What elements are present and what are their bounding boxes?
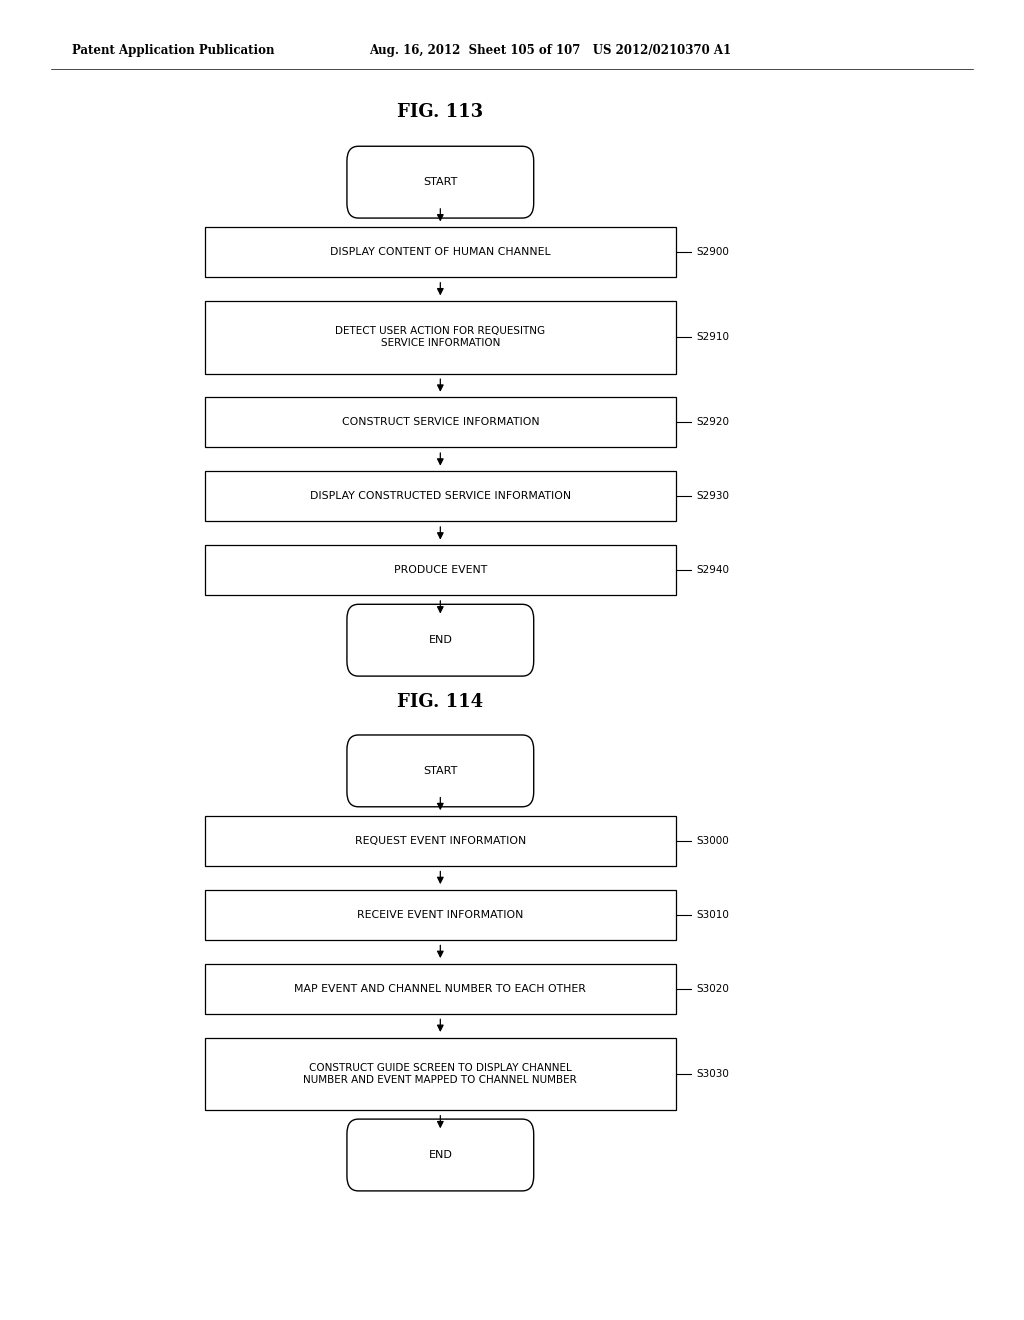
Text: FIG. 113: FIG. 113 <box>397 103 483 121</box>
Text: S2920: S2920 <box>696 417 729 428</box>
Text: DISPLAY CONSTRUCTED SERVICE INFORMATION: DISPLAY CONSTRUCTED SERVICE INFORMATION <box>309 491 571 502</box>
FancyBboxPatch shape <box>347 605 534 676</box>
Bar <box>205 227 676 277</box>
Text: S3030: S3030 <box>696 1069 729 1078</box>
Text: DISPLAY CONTENT OF HUMAN CHANNEL: DISPLAY CONTENT OF HUMAN CHANNEL <box>330 247 551 257</box>
Bar <box>205 301 676 374</box>
Text: RECEIVE EVENT INFORMATION: RECEIVE EVENT INFORMATION <box>357 909 523 920</box>
Bar <box>205 471 676 521</box>
Bar <box>205 545 676 595</box>
Text: PRODUCE EVENT: PRODUCE EVENT <box>393 565 487 576</box>
Text: END: END <box>428 1150 453 1160</box>
Text: S2910: S2910 <box>696 333 729 342</box>
Text: REQUEST EVENT INFORMATION: REQUEST EVENT INFORMATION <box>354 836 526 846</box>
Bar <box>205 964 676 1014</box>
Text: MAP EVENT AND CHANNEL NUMBER TO EACH OTHER: MAP EVENT AND CHANNEL NUMBER TO EACH OTH… <box>294 983 587 994</box>
Text: S2900: S2900 <box>696 247 729 257</box>
Bar <box>205 816 676 866</box>
Text: S2940: S2940 <box>696 565 729 576</box>
Text: FIG. 114: FIG. 114 <box>397 693 483 711</box>
Text: START: START <box>423 766 458 776</box>
Text: START: START <box>423 177 458 187</box>
FancyBboxPatch shape <box>347 147 534 218</box>
Text: S2930: S2930 <box>696 491 729 502</box>
Text: S3020: S3020 <box>696 983 729 994</box>
Text: CONSTRUCT SERVICE INFORMATION: CONSTRUCT SERVICE INFORMATION <box>342 417 539 428</box>
Text: S3000: S3000 <box>696 836 729 846</box>
Bar <box>205 397 676 447</box>
Text: END: END <box>428 635 453 645</box>
FancyBboxPatch shape <box>347 735 534 807</box>
Text: DETECT USER ACTION FOR REQUESITNG
SERVICE INFORMATION: DETECT USER ACTION FOR REQUESITNG SERVIC… <box>335 326 546 348</box>
Text: Patent Application Publication: Patent Application Publication <box>72 44 274 57</box>
FancyBboxPatch shape <box>347 1119 534 1191</box>
Text: CONSTRUCT GUIDE SCREEN TO DISPLAY CHANNEL
NUMBER AND EVENT MAPPED TO CHANNEL NUM: CONSTRUCT GUIDE SCREEN TO DISPLAY CHANNE… <box>303 1063 578 1085</box>
Text: Aug. 16, 2012  Sheet 105 of 107   US 2012/0210370 A1: Aug. 16, 2012 Sheet 105 of 107 US 2012/0… <box>369 44 731 57</box>
Bar <box>205 1038 676 1110</box>
Bar <box>205 890 676 940</box>
Text: S3010: S3010 <box>696 909 729 920</box>
